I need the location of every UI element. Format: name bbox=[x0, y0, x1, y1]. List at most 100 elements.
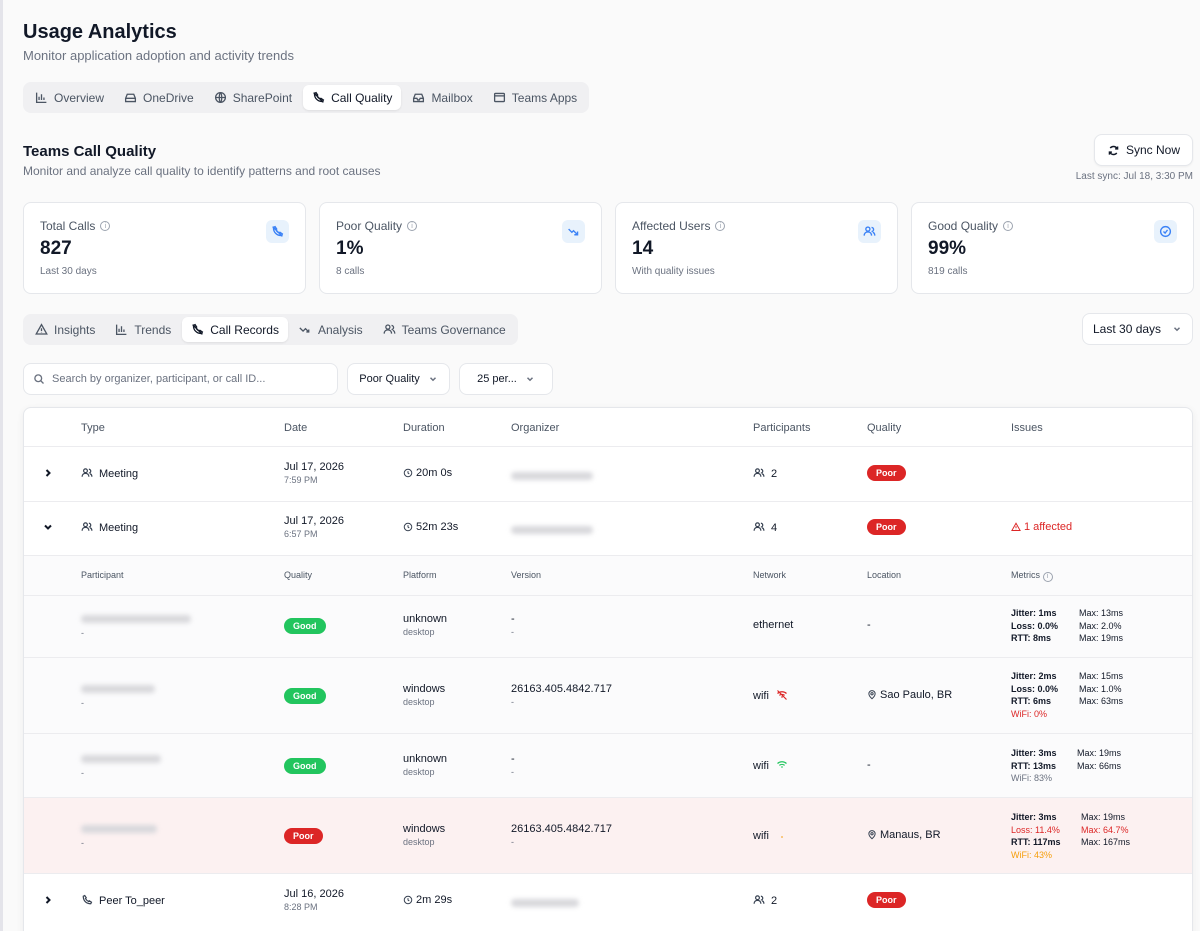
tab-teams-apps[interactable]: Teams Apps bbox=[484, 85, 586, 110]
tab-mailbox[interactable]: Mailbox bbox=[403, 85, 481, 110]
column-header-issues[interactable]: Issues bbox=[1011, 422, 1043, 434]
metric-max: Max: 1.0% bbox=[1079, 683, 1122, 694]
metric-jitter: Jitter: 3ms bbox=[1011, 812, 1057, 822]
section-title: Teams Call Quality bbox=[23, 143, 157, 160]
globe-icon bbox=[214, 91, 226, 104]
last-sync-text: Last sync: Jul 18, 3:30 PM bbox=[1075, 171, 1193, 182]
stat-card-good-quality: Good Quality i 99% 819 calls bbox=[911, 202, 1194, 294]
chevron-right-icon[interactable] bbox=[42, 894, 54, 906]
wifi-off-icon bbox=[777, 690, 787, 700]
window-icon bbox=[493, 92, 505, 103]
inbox-icon bbox=[413, 93, 425, 103]
network: wifi bbox=[753, 690, 769, 702]
info-icon[interactable]: i bbox=[407, 221, 418, 231]
tab-overview[interactable]: Overview bbox=[26, 85, 113, 110]
tab-label: Teams Governance bbox=[401, 322, 506, 337]
call-duration: 52m 23s bbox=[416, 521, 459, 533]
page-size-select[interactable]: 25 per... bbox=[459, 363, 553, 395]
sync-now-button[interactable]: Sync Now bbox=[1094, 134, 1193, 166]
column-header-type[interactable]: Type bbox=[81, 422, 105, 434]
tab-label: Overview bbox=[54, 90, 105, 105]
tab-call-quality[interactable]: Call Quality bbox=[303, 85, 402, 110]
location: Sao Paulo, BR bbox=[880, 689, 953, 701]
version-sub: - bbox=[511, 837, 514, 847]
warning-icon bbox=[35, 323, 48, 335]
quality-badge: Poor bbox=[867, 519, 906, 535]
divider bbox=[24, 873, 1192, 874]
check-circle-icon bbox=[1154, 220, 1177, 243]
stat-cards: Total Calls i 827 Last 30 days Poor Quali… bbox=[23, 202, 1194, 294]
quality-filter-select[interactable]: Poor Quality bbox=[347, 363, 450, 395]
call-time: 6:57 PM bbox=[284, 529, 318, 539]
clock-icon bbox=[403, 522, 413, 532]
call-date: Jul 17, 2026 bbox=[284, 461, 344, 473]
tab-onedrive[interactable]: OneDrive bbox=[115, 85, 203, 110]
column-header-quality[interactable]: Quality bbox=[867, 422, 902, 434]
users-icon bbox=[81, 522, 93, 531]
tab-trends[interactable]: Trends bbox=[106, 317, 180, 342]
participant-row-bg bbox=[24, 734, 1192, 797]
version: - bbox=[511, 613, 515, 625]
date-range-value: Last 30 days bbox=[1093, 322, 1162, 336]
phone-off-icon bbox=[266, 220, 289, 243]
divider bbox=[24, 733, 1192, 734]
refresh-icon bbox=[1108, 145, 1119, 155]
stat-value: 827 bbox=[40, 238, 72, 259]
page-size-value: 25 per... bbox=[477, 373, 517, 385]
chevron-down-icon bbox=[1173, 327, 1181, 332]
platform-sub: desktop bbox=[403, 767, 435, 777]
detail-header-network: Network bbox=[753, 570, 787, 580]
platform-sub: desktop bbox=[403, 837, 435, 847]
tab-label: Call Quality bbox=[331, 90, 393, 105]
platform: unknown bbox=[403, 753, 448, 765]
stat-value: 1% bbox=[336, 238, 364, 259]
info-icon[interactable]: i bbox=[715, 221, 726, 231]
info-icon[interactable]: i bbox=[1003, 221, 1014, 231]
main-tabs: Overview OneDrive SharePoint Call Qualit… bbox=[23, 82, 590, 113]
metric-wifi: WiFi: 83% bbox=[1011, 773, 1053, 783]
divider bbox=[24, 797, 1192, 798]
info-icon[interactable]: i bbox=[1042, 571, 1053, 582]
clock-icon bbox=[403, 468, 413, 478]
metric-max: Max: 19ms bbox=[1077, 748, 1122, 758]
metric-jitter: Jitter: 2ms bbox=[1011, 671, 1057, 681]
stat-note: 8 calls bbox=[336, 266, 365, 277]
column-header-organizer[interactable]: Organizer bbox=[511, 422, 560, 434]
tab-sharepoint[interactable]: SharePoint bbox=[205, 85, 301, 110]
warning-icon bbox=[1011, 522, 1021, 531]
divider bbox=[24, 501, 1192, 502]
section-subtitle: Monitor and analyze call quality to iden… bbox=[23, 164, 381, 178]
chevron-right-icon[interactable] bbox=[42, 467, 54, 479]
tab-label: SharePoint bbox=[232, 90, 293, 105]
metric-max: Max: 63ms bbox=[1079, 696, 1124, 706]
tab-call-records[interactable]: Call Records bbox=[182, 317, 288, 342]
redacted-organizer bbox=[511, 899, 579, 907]
redacted-organizer bbox=[511, 526, 593, 534]
tab-insights[interactable]: Insights bbox=[26, 317, 104, 342]
call-type: Peer To_peer bbox=[99, 895, 165, 907]
version: 26163.405.4842.717 bbox=[511, 683, 612, 695]
info-icon[interactable]: i bbox=[100, 221, 111, 231]
date-range-select[interactable]: Last 30 days bbox=[1082, 313, 1193, 345]
tab-teams-governance[interactable]: Teams Governance bbox=[374, 317, 515, 342]
stat-card-total-calls: Total Calls i 827 Last 30 days bbox=[23, 202, 306, 294]
divider bbox=[24, 446, 1192, 447]
chevron-down-icon bbox=[429, 377, 436, 382]
search-input[interactable] bbox=[52, 373, 322, 385]
tab-analysis[interactable]: Analysis bbox=[290, 317, 372, 342]
participant-row-bg bbox=[24, 596, 1192, 657]
call-duration: 20m 0s bbox=[416, 467, 453, 479]
detail-header-quality: Quality bbox=[284, 570, 313, 580]
metric-jitter: Jitter: 1ms bbox=[1011, 608, 1057, 618]
tab-label: Insights bbox=[54, 322, 96, 337]
window-edge bbox=[0, 0, 3, 931]
column-header-participants[interactable]: Participants bbox=[753, 422, 811, 434]
stat-card-poor-quality: Poor Quality i 1% 8 calls bbox=[319, 202, 602, 294]
metric-loss: Loss: 0.0% bbox=[1011, 683, 1059, 694]
trending-down-icon bbox=[562, 220, 585, 243]
column-header-duration[interactable]: Duration bbox=[403, 422, 445, 434]
divider bbox=[24, 595, 1192, 596]
chevron-down-icon[interactable] bbox=[42, 521, 54, 533]
stat-label: Poor Quality bbox=[336, 219, 403, 233]
column-header-date[interactable]: Date bbox=[284, 422, 308, 434]
